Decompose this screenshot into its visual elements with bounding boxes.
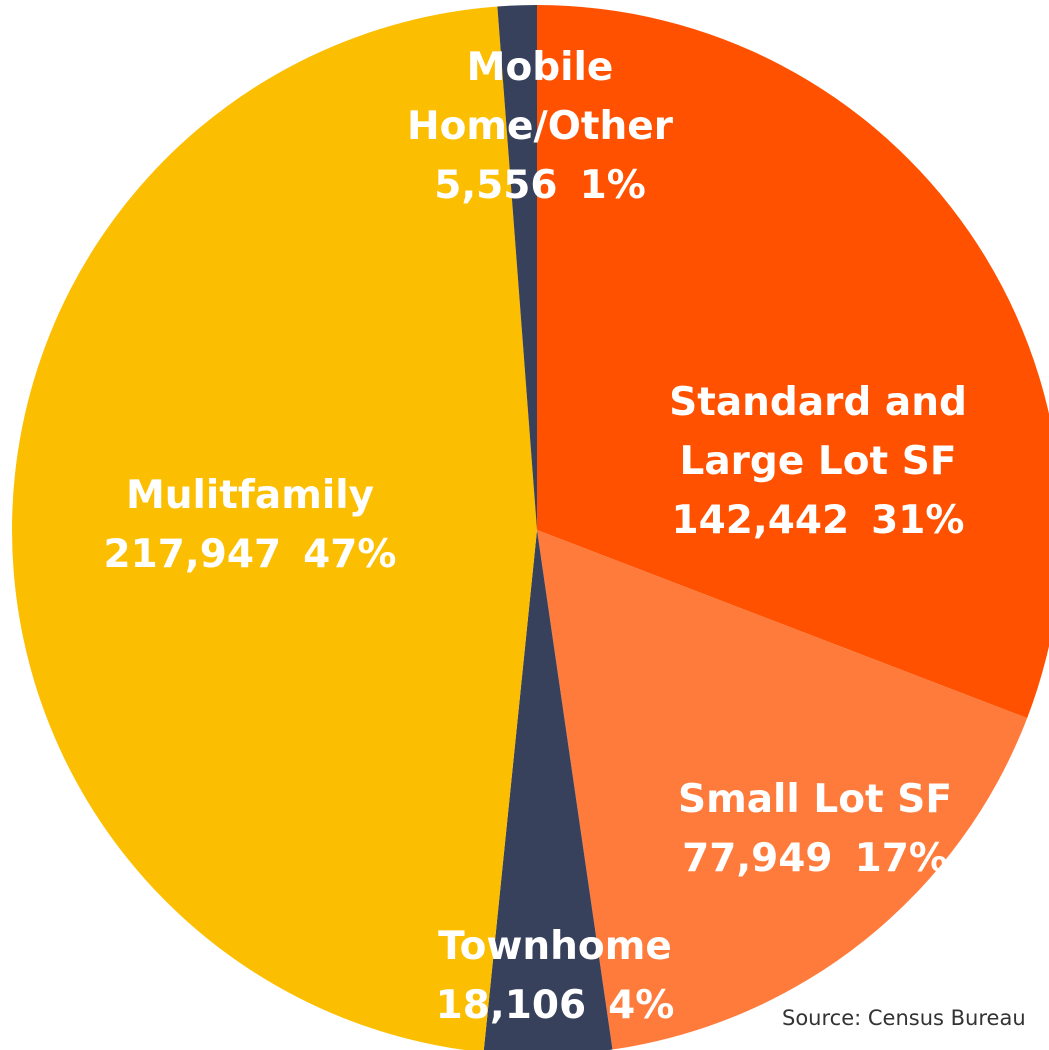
percent-label: 1% bbox=[579, 163, 646, 208]
slice-label: Small Lot SF 77,949 17% bbox=[615, 770, 1015, 888]
percent-label: 17% bbox=[854, 836, 948, 881]
slice-label: Standard and Large Lot SF 142,442 31% bbox=[653, 373, 983, 550]
pie-slice bbox=[483, 530, 613, 1050]
value-line: 217,947 47% bbox=[50, 525, 450, 584]
source-note: Source: Census Bureau bbox=[782, 1006, 1026, 1030]
percent-label: 31% bbox=[871, 498, 965, 543]
value-label: 5,556 bbox=[434, 163, 558, 208]
percent-label: 4% bbox=[608, 983, 675, 1028]
value-line: 77,949 17% bbox=[615, 829, 1015, 888]
pie-slice bbox=[537, 530, 1028, 1050]
category-name: Small Lot SF bbox=[678, 777, 952, 822]
value-label: 77,949 bbox=[682, 836, 833, 881]
category-name: Mobile Home/Other bbox=[406, 45, 673, 149]
slice-label: Mulitfamily 217,947 47% bbox=[50, 466, 450, 584]
value-line: 5,556 1% bbox=[405, 156, 675, 215]
value-line: 18,106 4% bbox=[355, 976, 755, 1035]
category-name: Townhome bbox=[438, 924, 672, 969]
value-line: 142,442 31% bbox=[653, 491, 983, 550]
slice-label: Mobile Home/Other 5,556 1% bbox=[405, 38, 675, 215]
category-name: Mulitfamily bbox=[125, 473, 375, 518]
pie-slice bbox=[537, 5, 1049, 719]
slice-label: Townhome 18,106 4% bbox=[355, 917, 755, 1035]
percent-label: 47% bbox=[303, 532, 397, 577]
pie-slice bbox=[12, 6, 537, 1050]
source-box: Source: Census Bureau bbox=[782, 1006, 1049, 1030]
pie-slice bbox=[497, 5, 537, 530]
value-label: 18,106 bbox=[435, 983, 587, 1028]
value-label: 217,947 bbox=[103, 532, 282, 577]
value-label: 142,442 bbox=[671, 498, 850, 543]
category-name: Standard and Large Lot SF bbox=[669, 380, 967, 484]
